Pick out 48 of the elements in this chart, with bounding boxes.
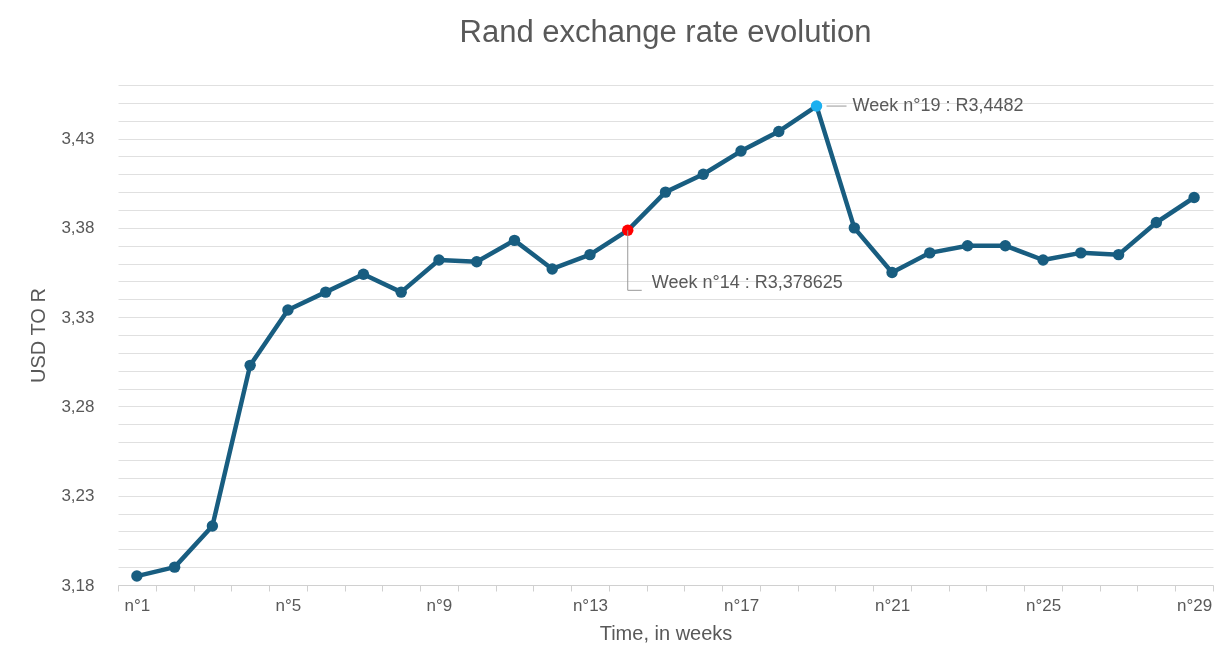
point <box>206 520 219 532</box>
point <box>622 224 634 236</box>
point <box>433 254 445 266</box>
point <box>886 266 898 279</box>
point <box>924 247 936 259</box>
y-tick-label: 3,28 <box>61 396 95 416</box>
y-axis-title: USD TO R <box>27 288 50 383</box>
point <box>848 222 860 234</box>
point <box>471 256 483 268</box>
point <box>810 100 823 112</box>
y-tick-label: 3,43 <box>61 129 95 149</box>
x-axis-title: Time, in weeks <box>599 621 733 644</box>
point <box>395 286 407 298</box>
point <box>319 286 332 298</box>
point <box>1075 247 1087 259</box>
x-tick-label: n°1 <box>124 595 151 615</box>
annotation: Week n°19 : R3,4482 <box>852 95 1024 116</box>
point <box>546 263 558 275</box>
x-tick-label: n°13 <box>572 595 609 615</box>
x-tick-label: n°17 <box>723 595 760 615</box>
point <box>131 570 143 582</box>
y-tick-label: 3,23 <box>61 486 95 506</box>
x-tick-label: n°21 <box>874 595 911 615</box>
point <box>508 234 521 247</box>
point <box>357 268 370 280</box>
point <box>168 561 181 573</box>
y-tick-label: 3,38 <box>61 218 95 238</box>
point <box>999 240 1012 252</box>
point <box>584 248 596 261</box>
point <box>282 304 294 316</box>
point <box>697 168 709 180</box>
x-tick-label: n°29 <box>1177 595 1213 615</box>
point <box>1112 248 1125 261</box>
y-tick-label: 3,18 <box>61 575 95 595</box>
point <box>1188 191 1200 204</box>
x-tick-label: n°9 <box>426 595 453 615</box>
point <box>961 240 974 252</box>
point <box>659 186 672 198</box>
point <box>773 125 785 138</box>
chart-title: Rand exchange rate evolution <box>459 14 872 49</box>
x-tick-label: n°5 <box>275 595 302 615</box>
point <box>1150 216 1163 229</box>
y-tick-label: 3,33 <box>61 307 95 327</box>
point <box>735 145 747 157</box>
x-tick-label: n°25 <box>1026 595 1062 615</box>
point <box>244 359 256 372</box>
point <box>1037 254 1049 266</box>
annotation: Week n°14 : R3,378625 <box>651 272 843 293</box>
